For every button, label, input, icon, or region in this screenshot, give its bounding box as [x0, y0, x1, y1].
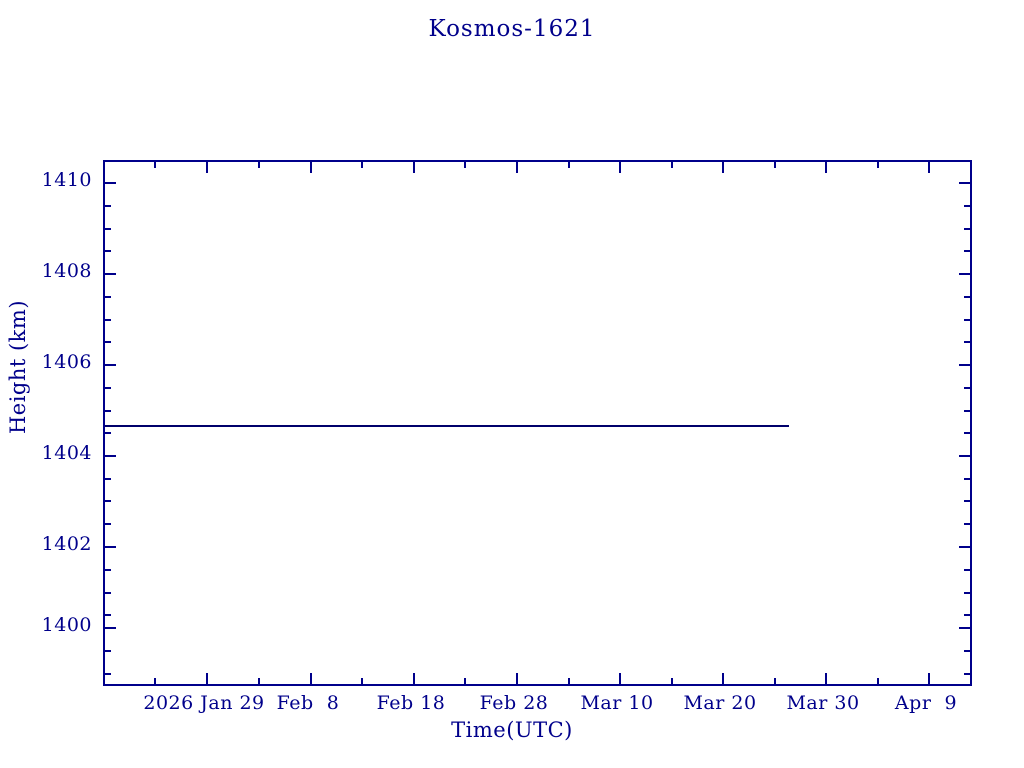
y-axis-minor-tick: [105, 500, 111, 502]
y-axis-minor-tick: [105, 478, 111, 480]
y-axis-minor-tick: [964, 228, 970, 230]
x-axis-tick-label: Mar 30: [786, 692, 860, 714]
x-axis-major-tick: [722, 162, 724, 173]
series-layer: [105, 162, 974, 688]
x-axis-major-tick: [825, 162, 827, 173]
y-axis-minor-tick: [105, 673, 111, 675]
y-axis-minor-tick: [105, 250, 111, 252]
y-axis-minor-tick: [964, 205, 970, 207]
y-axis-minor-tick: [964, 614, 970, 616]
y-axis-tick-label: 1400: [41, 614, 92, 636]
x-axis-minor-tick: [464, 162, 466, 168]
x-axis-major-tick: [928, 673, 930, 684]
x-axis-major-tick: [516, 162, 518, 173]
y-axis-minor-tick: [964, 569, 970, 571]
data-series-line: [105, 425, 789, 427]
y-axis-minor-tick: [105, 410, 111, 412]
x-axis-tick-label: Feb 8: [276, 692, 340, 714]
x-axis-minor-tick: [877, 162, 879, 168]
x-axis-major-tick: [516, 673, 518, 684]
y-axis-minor-tick: [105, 319, 111, 321]
plot-area: [103, 160, 972, 686]
y-axis-minor-tick: [105, 387, 111, 389]
y-axis-major-tick: [105, 182, 116, 184]
y-axis-minor-tick: [105, 569, 111, 571]
x-axis-major-tick: [928, 162, 930, 173]
y-axis-major-tick: [959, 627, 970, 629]
x-axis-minor-tick: [154, 162, 156, 168]
y-axis-major-tick: [105, 273, 116, 275]
x-axis-major-tick: [825, 673, 827, 684]
y-axis-minor-tick: [964, 341, 970, 343]
x-axis-major-tick: [722, 673, 724, 684]
chart-title: Kosmos-1621: [428, 16, 596, 42]
y-axis-title: Height (km): [6, 299, 30, 435]
x-axis-tick-label: Feb 18: [376, 692, 446, 714]
y-axis-minor-tick: [964, 319, 970, 321]
x-axis-minor-tick: [258, 162, 260, 168]
y-axis-tick-label: 1408: [41, 260, 92, 282]
x-axis-minor-tick: [568, 678, 570, 684]
y-axis-major-tick: [959, 364, 970, 366]
y-axis-minor-tick: [964, 250, 970, 252]
x-axis-minor-tick: [774, 162, 776, 168]
y-axis-major-tick: [105, 364, 116, 366]
y-axis-minor-tick: [105, 228, 111, 230]
y-axis-minor-tick: [964, 410, 970, 412]
y-axis-minor-tick: [105, 592, 111, 594]
y-axis-tick-label: 1410: [41, 169, 92, 191]
y-axis-minor-tick: [964, 650, 970, 652]
x-axis-minor-tick: [877, 678, 879, 684]
y-axis-major-tick: [959, 273, 970, 275]
x-axis-major-tick: [619, 673, 621, 684]
x-axis-major-tick: [310, 162, 312, 173]
y-axis-major-tick: [959, 182, 970, 184]
x-axis-major-tick: [413, 162, 415, 173]
y-axis-minor-tick: [105, 296, 111, 298]
x-axis-tick-label: Feb 28: [479, 692, 549, 714]
y-axis-major-tick: [105, 546, 116, 548]
y-axis-minor-tick: [105, 523, 111, 525]
y-axis-major-tick: [959, 546, 970, 548]
x-axis-tick-label: Mar 20: [683, 692, 757, 714]
y-axis-minor-tick: [964, 673, 970, 675]
y-axis-minor-tick: [964, 387, 970, 389]
y-axis-major-tick: [105, 627, 116, 629]
x-axis-major-tick: [206, 162, 208, 173]
y-axis-tick-label: 1402: [41, 533, 92, 555]
x-axis-minor-tick: [361, 162, 363, 168]
y-axis-tick-label: 1406: [41, 351, 92, 373]
y-axis-minor-tick: [964, 296, 970, 298]
y-axis-minor-tick: [964, 432, 970, 434]
x-axis-tick-label: Apr 9: [894, 692, 958, 714]
x-axis-major-tick: [206, 673, 208, 684]
y-axis-minor-tick: [105, 205, 111, 207]
y-axis-major-tick: [959, 455, 970, 457]
y-axis-minor-tick: [964, 478, 970, 480]
y-axis-minor-tick: [964, 592, 970, 594]
y-axis-minor-tick: [964, 500, 970, 502]
x-axis-minor-tick: [464, 678, 466, 684]
x-axis-major-tick: [310, 673, 312, 684]
x-axis-minor-tick: [361, 678, 363, 684]
y-axis-major-tick: [105, 455, 116, 457]
y-axis-minor-tick: [964, 523, 970, 525]
x-axis-minor-tick: [568, 162, 570, 168]
x-axis-tick-label: Mar 10: [580, 692, 654, 714]
y-axis-minor-tick: [105, 650, 111, 652]
x-axis-tick-label: 2026 Jan 29: [143, 692, 265, 714]
x-axis-major-tick: [413, 673, 415, 684]
x-axis-title: Time(UTC): [451, 718, 573, 742]
x-axis-minor-tick: [671, 162, 673, 168]
x-axis-minor-tick: [774, 678, 776, 684]
y-axis-minor-tick: [105, 614, 111, 616]
x-axis-minor-tick: [671, 678, 673, 684]
x-axis-minor-tick: [154, 678, 156, 684]
y-axis-minor-tick: [105, 341, 111, 343]
x-axis-major-tick: [619, 162, 621, 173]
y-axis-tick-label: 1404: [41, 442, 92, 464]
x-axis-minor-tick: [258, 678, 260, 684]
y-axis-minor-tick: [105, 432, 111, 434]
